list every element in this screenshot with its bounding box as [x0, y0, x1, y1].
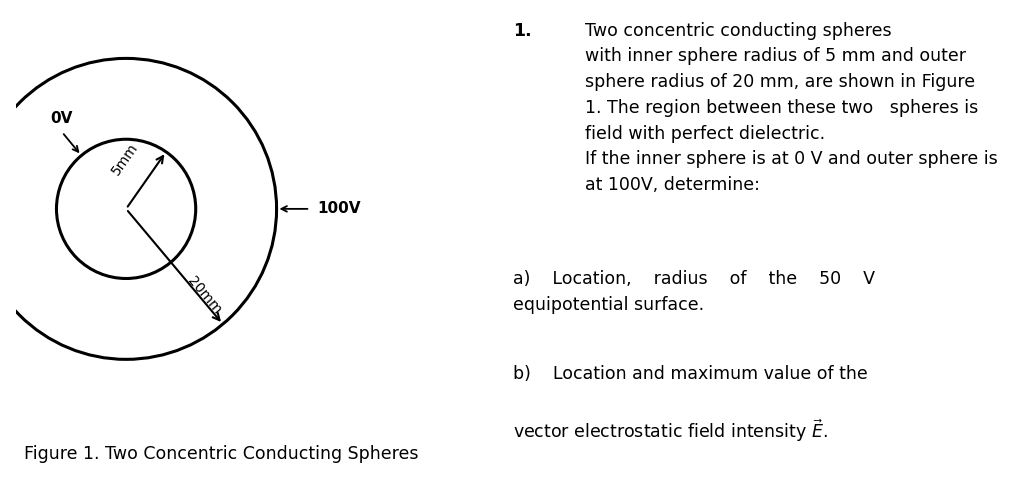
Text: Figure 1. Two Concentric Conducting Spheres: Figure 1. Two Concentric Conducting Sphe… — [25, 445, 419, 463]
Text: Two concentric conducting spheres
with inner sphere radius of 5 mm and outer
sph: Two concentric conducting spheres with i… — [585, 22, 997, 194]
Text: 0V: 0V — [51, 111, 73, 126]
Text: b)    Location and maximum value of the: b) Location and maximum value of the — [513, 365, 867, 383]
Text: a)    Location,    radius    of    the    50    V
equipotential surface.: a) Location, radius of the 50 V equipote… — [513, 270, 874, 314]
Text: 5mm: 5mm — [109, 141, 140, 178]
Text: 1.: 1. — [513, 22, 531, 40]
Text: vector electrostatic field intensity $\vec{E}$.: vector electrostatic field intensity $\v… — [513, 418, 827, 444]
Text: 20mm: 20mm — [184, 274, 224, 317]
Text: 100V: 100V — [317, 201, 360, 216]
